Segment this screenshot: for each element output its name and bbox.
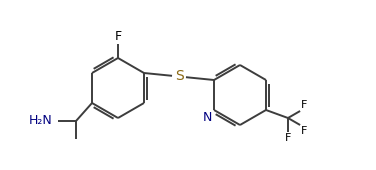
Text: F: F	[301, 126, 308, 136]
Text: N: N	[203, 111, 212, 124]
Text: F: F	[301, 100, 308, 110]
Text: F: F	[285, 133, 291, 143]
Text: S: S	[174, 69, 183, 82]
Text: F: F	[114, 30, 121, 43]
Text: H₂N: H₂N	[28, 115, 52, 128]
